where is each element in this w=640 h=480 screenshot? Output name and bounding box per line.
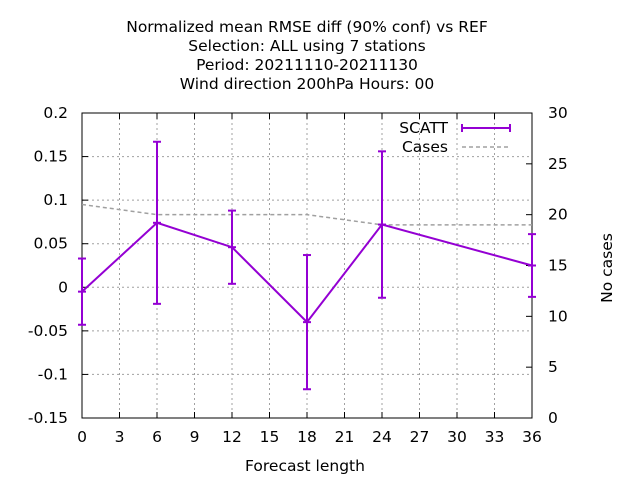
x-tick-label: 6 [152,428,162,446]
y-tick-label: -0.05 [28,322,68,340]
chart-title-line: Period: 20211110-20211130 [196,56,418,74]
chart-title-line: Selection: ALL using 7 stations [188,37,425,55]
y-tick-label: 0.1 [43,191,68,209]
series-scatt [78,140,536,391]
y2-tick-label: 20 [548,206,568,224]
chart-title-line: Wind direction 200hPa Hours: 00 [180,75,435,93]
x-tick-label: 3 [115,428,125,446]
y2-tick-label: 0 [548,409,558,427]
y2-tick-label: 5 [548,358,558,376]
x-axis-label: Forecast length [245,457,365,475]
scatt-line [81,221,533,324]
y2-axis-label: No cases [598,233,616,303]
axis-ticks: 0 3 6 9 12 15 18 21 24 27 30 33 36-0.15-0.1-0.0500.0… [28,104,568,446]
y-tick-label: 0.15 [33,148,68,166]
chart-title-line: Normalized mean RMSE diff (90% conf) vs … [126,18,488,36]
x-tick-label: 18 [297,428,317,446]
series-cases [81,203,532,226]
x-tick-label: 15 [260,428,280,446]
y-tick-label: 0.05 [33,235,68,253]
x-tick-label: 24 [372,428,392,446]
legend-label-scatt: SCATT [399,119,448,137]
x-tick-label: 9 [190,428,200,446]
chart-title: Normalized mean RMSE diff (90% conf) vs … [126,18,488,93]
y2-tick-label: 25 [548,155,568,173]
x-tick-label: 21 [335,428,355,446]
legend-label-cases: Cases [402,138,448,156]
y-tick-label: -0.1 [38,365,68,383]
y2-tick-label: 15 [548,257,568,275]
x-tick-label: 33 [485,428,505,446]
x-tick-label: 27 [410,428,430,446]
y2-tick-label: 30 [548,104,568,122]
y-tick-label: -0.15 [28,409,68,427]
x-tick-label: 0 [77,428,87,446]
x-tick-label: 30 [447,428,467,446]
x-tick-label: 12 [222,428,242,446]
cases-line [81,203,532,226]
y-tick-label: 0.2 [43,104,68,122]
x-tick-label: 36 [522,428,542,446]
y-tick-label: 0 [58,278,68,296]
y2-tick-label: 10 [548,307,568,325]
